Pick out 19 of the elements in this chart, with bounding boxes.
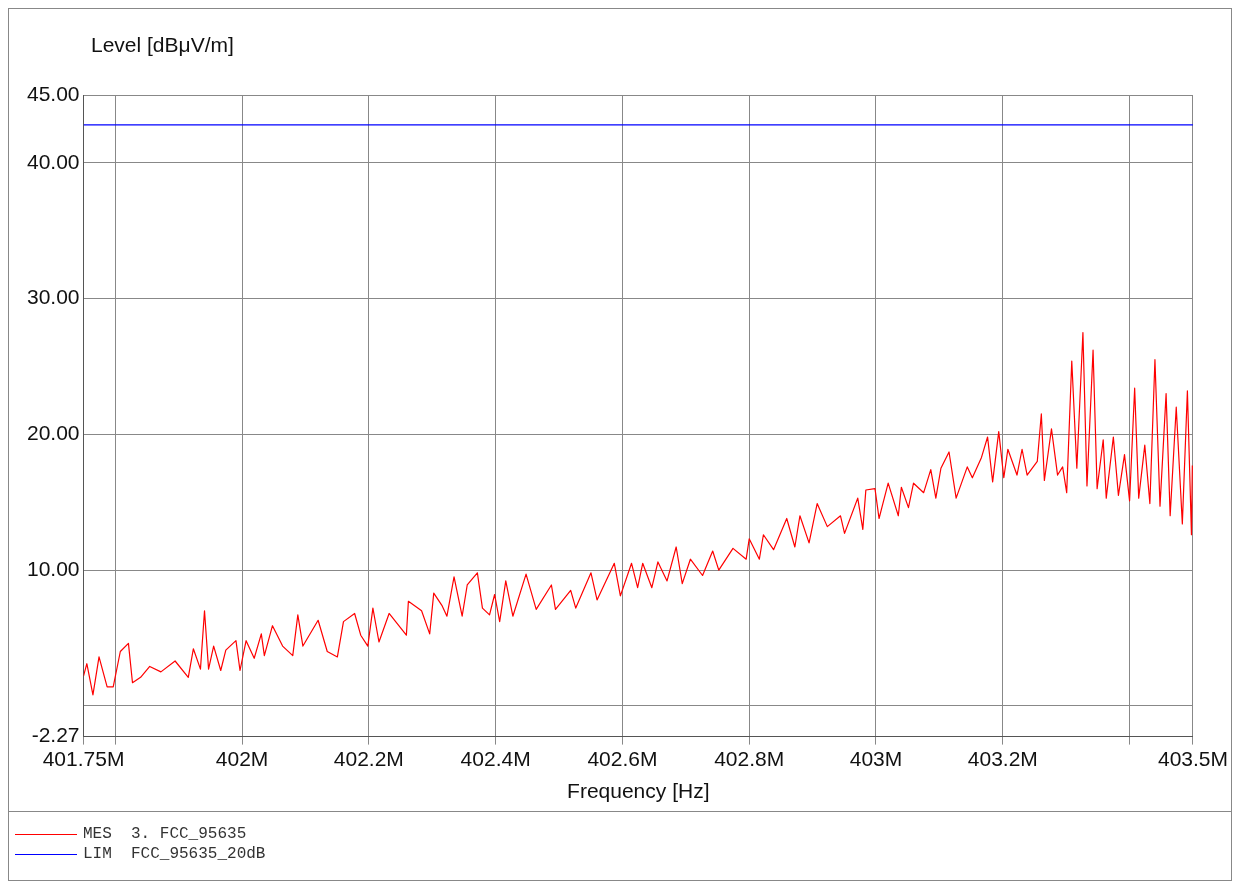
x-axis-title: Frequency [Hz] bbox=[567, 779, 710, 803]
legend-label: LIM FCC_95635_20dB bbox=[83, 845, 266, 863]
x-tick-label: 403.5M bbox=[1157, 747, 1228, 770]
x-tick-label: 402.4M bbox=[460, 747, 531, 770]
x-tick-label: 402.6M bbox=[587, 747, 658, 770]
y-tick-label: 30.00 bbox=[26, 285, 80, 309]
x-tick-label: 403.2M bbox=[967, 747, 1038, 770]
y-axis-title: Level [dBμV/m] bbox=[91, 33, 234, 57]
x-tick-label: 402M bbox=[215, 747, 269, 770]
y-tick-label: 20.00 bbox=[26, 421, 80, 445]
legend-label: MES 3. FCC_95635 bbox=[83, 825, 247, 843]
y-tick-label: 45.00 bbox=[26, 81, 80, 105]
x-tick-label: 402.2M bbox=[333, 747, 404, 770]
x-tick-label: 403M bbox=[849, 747, 903, 770]
y-tick-label: 40.00 bbox=[26, 149, 80, 173]
x-tick-label: 402.8M bbox=[714, 747, 785, 770]
y-tick-label: -2.27 bbox=[31, 723, 80, 747]
y-tick-label: 10.00 bbox=[26, 556, 80, 580]
x-tick-label: 401.75M bbox=[42, 747, 125, 770]
